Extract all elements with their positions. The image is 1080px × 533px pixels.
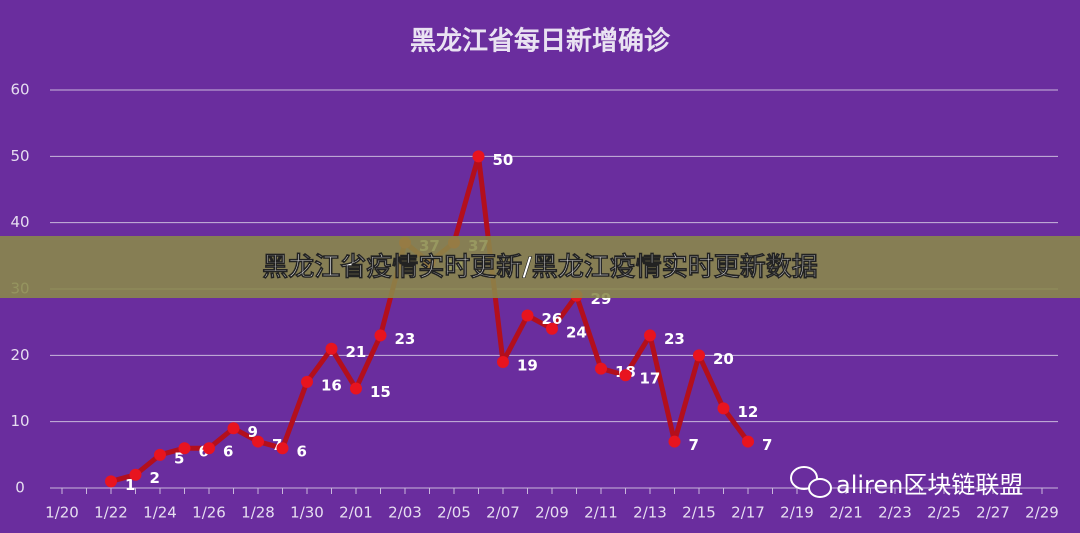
data-label: 15 bbox=[370, 383, 391, 401]
marker bbox=[717, 402, 730, 415]
marker bbox=[619, 369, 632, 382]
banner-band bbox=[0, 236, 1080, 298]
x-tick-label: 2/23 bbox=[878, 504, 912, 522]
x-tick-label: 2/05 bbox=[437, 504, 471, 522]
data-label: 7 bbox=[762, 436, 772, 454]
x-tick-label: 2/25 bbox=[927, 504, 961, 522]
data-label: 6 bbox=[199, 443, 209, 461]
banner: 黑龙江省疫情实时更新/黑龙江疫情实时更新数据 bbox=[0, 236, 1080, 298]
x-tick-label: 2/09 bbox=[535, 504, 569, 522]
marker bbox=[668, 435, 681, 448]
data-label: 20 bbox=[713, 350, 734, 368]
marker bbox=[105, 475, 117, 488]
y-tick-label: 10 bbox=[10, 412, 29, 430]
marker bbox=[227, 422, 240, 435]
data-label: 5 bbox=[174, 449, 184, 467]
data-label: 7 bbox=[272, 436, 282, 454]
marker bbox=[350, 382, 362, 395]
x-tick-label: 2/27 bbox=[976, 504, 1010, 522]
marker bbox=[374, 329, 387, 342]
plot: 01020304050601/201/221/241/261/281/302/0… bbox=[10, 81, 1058, 522]
x-tick-label: 2/21 bbox=[829, 504, 863, 522]
banner-text: 黑龙江省疫情实时更新/黑龙江疫情实时更新数据 bbox=[262, 252, 818, 283]
data-label: 1 bbox=[125, 476, 135, 494]
x-tick-label: 2/19 bbox=[780, 504, 814, 522]
marker bbox=[472, 150, 485, 163]
marker bbox=[154, 448, 166, 461]
data-label: 7 bbox=[689, 436, 699, 454]
data-label: 24 bbox=[566, 323, 587, 341]
x-tick-label: 1/22 bbox=[94, 504, 128, 522]
marker bbox=[595, 362, 607, 375]
marker bbox=[301, 375, 313, 388]
marker bbox=[521, 309, 534, 322]
y-tick-label: 60 bbox=[10, 81, 29, 99]
watermark-text: aliren区块链联盟 bbox=[836, 471, 1023, 499]
data-label: 17 bbox=[640, 370, 661, 388]
chart-title: 黑龙江省每日新增确诊 bbox=[410, 26, 671, 57]
x-tick-label: 1/30 bbox=[290, 504, 324, 522]
data-label: 19 bbox=[517, 356, 538, 374]
marker bbox=[129, 468, 142, 481]
data-label: 26 bbox=[542, 310, 563, 328]
marker bbox=[178, 442, 191, 455]
y-tick-label: 50 bbox=[10, 147, 29, 165]
x-tick-label: 1/24 bbox=[143, 504, 177, 522]
x-tick-label: 2/29 bbox=[1025, 504, 1059, 522]
x-tick-label: 2/17 bbox=[731, 504, 765, 522]
data-label: 2 bbox=[150, 469, 160, 487]
data-label: 9 bbox=[248, 423, 258, 441]
x-tick-label: 1/28 bbox=[241, 504, 275, 522]
data-label: 23 bbox=[664, 330, 685, 348]
x-tick-label: 1/26 bbox=[192, 504, 226, 522]
data-label: 21 bbox=[346, 343, 367, 361]
x-tick-label: 2/15 bbox=[682, 504, 716, 522]
marker bbox=[546, 322, 558, 335]
data-label: 23 bbox=[395, 330, 416, 348]
marker bbox=[742, 435, 754, 448]
x-tick-label: 2/07 bbox=[486, 504, 520, 522]
watermark-icon bbox=[808, 478, 832, 498]
y-tick-label: 20 bbox=[10, 346, 29, 364]
data-label: 16 bbox=[321, 376, 342, 394]
x-tick-label: 2/01 bbox=[339, 504, 373, 522]
marker bbox=[644, 329, 656, 342]
data-label: 50 bbox=[493, 151, 514, 169]
marker bbox=[497, 355, 509, 368]
data-label: 6 bbox=[297, 443, 307, 461]
marker bbox=[693, 349, 705, 362]
x-tick-label: 1/20 bbox=[45, 504, 79, 522]
marker bbox=[325, 342, 338, 355]
watermark: aliren区块链联盟 bbox=[790, 466, 1023, 499]
x-tick-label: 2/13 bbox=[633, 504, 667, 522]
data-label: 6 bbox=[223, 443, 233, 461]
data-label: 12 bbox=[738, 403, 759, 421]
x-tick-label: 2/11 bbox=[584, 504, 618, 522]
y-tick-label: 40 bbox=[10, 213, 29, 231]
marker bbox=[203, 442, 215, 455]
marker bbox=[276, 442, 289, 455]
watermark-icon bbox=[790, 466, 818, 490]
y-tick-label: 0 bbox=[15, 479, 25, 497]
marker bbox=[252, 435, 264, 448]
x-tick-label: 2/03 bbox=[388, 504, 422, 522]
